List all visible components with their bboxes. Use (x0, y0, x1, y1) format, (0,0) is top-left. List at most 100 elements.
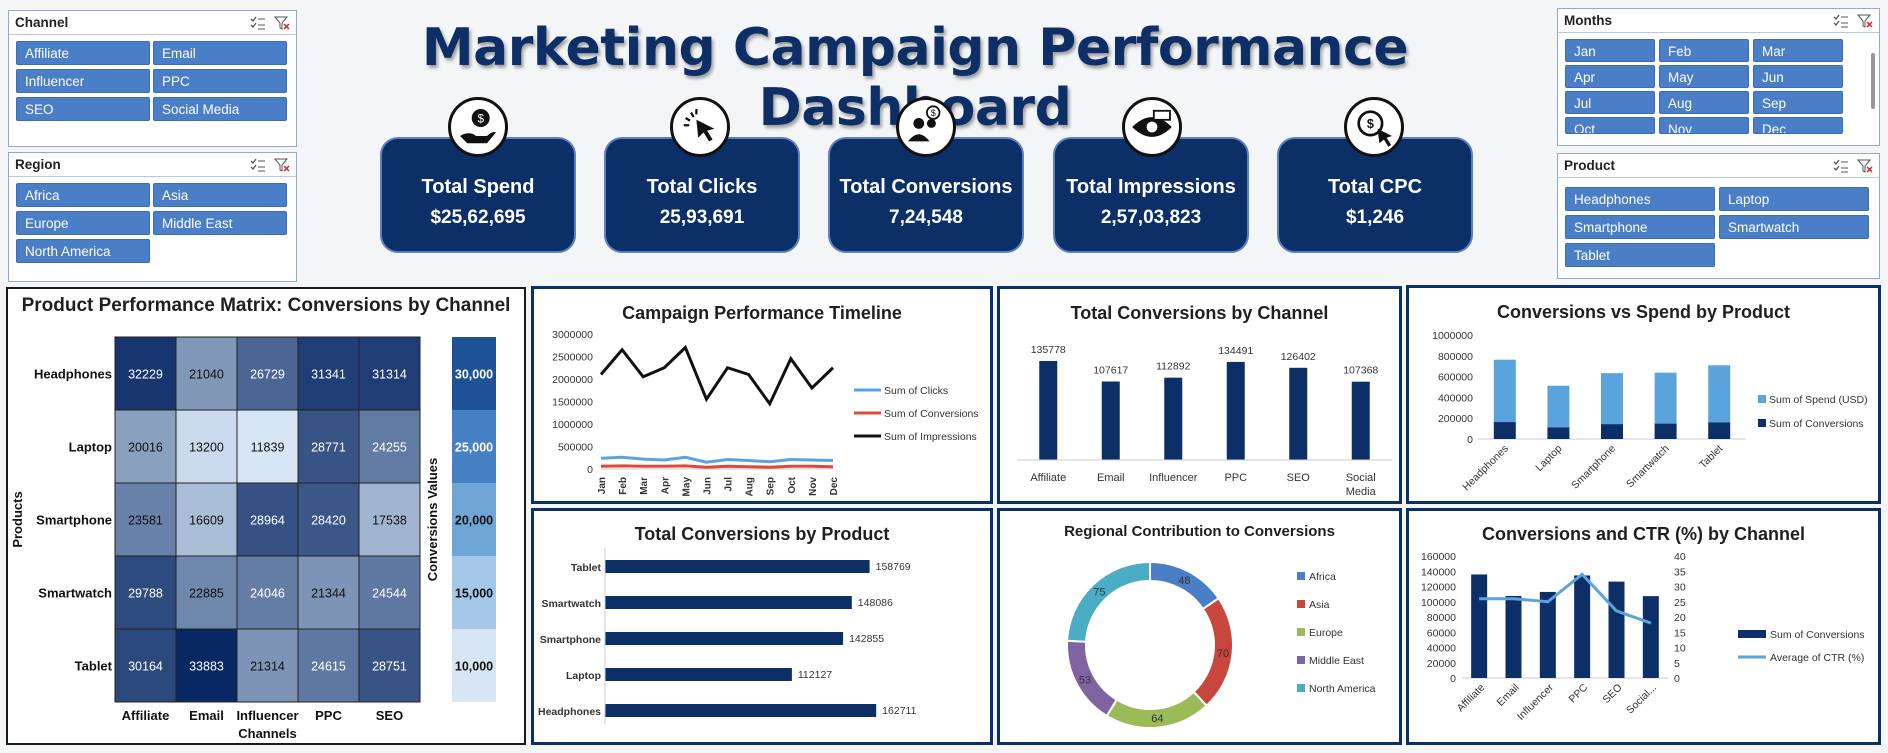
data-label: 107368 (1343, 365, 1378, 377)
cell-value: 24615 (311, 660, 346, 674)
slicer-item-headphones[interactable]: Headphones (1565, 187, 1715, 211)
scrollbar[interactable] (1871, 53, 1875, 109)
cell-value: 32229 (128, 368, 163, 382)
y-tick: 2000000 (552, 374, 593, 386)
slicer-item-may[interactable]: May (1659, 65, 1749, 88)
y2-tick: 30 (1674, 582, 1686, 594)
slicer-item-nov[interactable]: Nov (1659, 117, 1749, 134)
kpi-value: 2,57,03,823 (1100, 207, 1202, 228)
y2-tick: 35 (1674, 566, 1686, 578)
cell-value: 30164 (128, 660, 163, 674)
cell-value: 20016 (128, 441, 163, 455)
x-tick: May (681, 477, 692, 497)
clear-filter-icon[interactable] (1857, 158, 1873, 174)
slicer-item-tablet[interactable]: Tablet (1565, 243, 1715, 267)
slicer-item-jul[interactable]: Jul (1565, 91, 1655, 114)
legend-swatch (1758, 419, 1766, 427)
col-label: Influencer (236, 708, 298, 723)
heatmap-cell (358, 628, 421, 703)
x-tick: Jan (597, 477, 608, 494)
slicer-item-apr[interactable]: Apr (1565, 65, 1655, 88)
money-hand-icon: $ (448, 97, 508, 157)
data-label: 126402 (1281, 351, 1316, 363)
slicer-item-aug[interactable]: Aug (1659, 91, 1749, 114)
y-tick: 80000 (1427, 612, 1456, 624)
row-label: Smartphone (36, 513, 112, 528)
product-chart: Tablet 158769 Smartwatch 148086 Smartphone 14… (538, 548, 917, 724)
scale-label: 10,000 (455, 660, 493, 674)
heatmap-cell (175, 336, 238, 411)
data-label: 107617 (1093, 365, 1128, 377)
slicer-item-mar[interactable]: Mar (1753, 39, 1843, 62)
series-line (599, 344, 835, 407)
slicer-item-middle-east[interactable]: Middle East (153, 211, 287, 235)
y-tick: Laptop (566, 670, 601, 682)
y-tick: 160000 (1421, 551, 1456, 563)
bar-spend (1601, 373, 1623, 425)
x-tick: Oct (787, 476, 798, 493)
legend-label: North America (1309, 683, 1376, 695)
row-label: Laptop (69, 440, 112, 455)
row-label: Headphones (34, 367, 112, 382)
slicer-item-feb[interactable]: Feb (1659, 39, 1749, 62)
legend-label: Europe (1309, 627, 1343, 639)
cell-value: 17538 (372, 514, 407, 528)
slicer-item-affiliate[interactable]: Affiliate (16, 41, 150, 65)
heatmap-title: Product Performance Matrix: Conversions … (21, 295, 511, 316)
slicer-item-jan[interactable]: Jan (1565, 39, 1655, 62)
row-label: Smartwatch (38, 586, 112, 601)
legend-swatch (1758, 395, 1766, 403)
y2-tick: 40 (1674, 551, 1686, 563)
col-label: Affiliate (122, 708, 170, 723)
clear-filter-icon[interactable] (274, 15, 290, 31)
bar (1642, 596, 1659, 678)
scale-label: 20,000 (455, 514, 493, 528)
cell-value: 31341 (311, 368, 346, 382)
y-tick: Tablet (571, 562, 602, 574)
slicer-item-africa[interactable]: Africa (16, 183, 150, 207)
slicer-item-social-media[interactable]: Social Media (153, 97, 287, 121)
bar (605, 704, 877, 717)
slicer-item-seo[interactable]: SEO (16, 97, 150, 121)
bar (605, 560, 870, 573)
x-tick: Apr (660, 477, 671, 494)
slicer-item-europe[interactable]: Europe (16, 211, 150, 235)
x-tick: Smartphone (1569, 443, 1618, 492)
y2-tick: 20 (1674, 612, 1686, 624)
slicer-item-email[interactable]: Email (153, 41, 287, 65)
scale-swatch (452, 410, 496, 483)
cell-value: 23581 (128, 514, 163, 528)
cell-value: 29788 (128, 587, 163, 601)
multi-select-icon[interactable] (1833, 159, 1849, 173)
slicer-item-ppc[interactable]: PPC (153, 69, 287, 93)
clear-filter-icon[interactable] (274, 157, 290, 173)
slicer-item-influencer[interactable]: Influencer (16, 69, 150, 93)
slicer-header: Months (1558, 9, 1879, 33)
slicer-item-laptop[interactable]: Laptop (1719, 187, 1869, 211)
bar (1289, 367, 1308, 460)
multi-select-icon[interactable] (250, 16, 266, 30)
x-tick: Email (1097, 472, 1125, 484)
heatmap-cell (297, 482, 360, 557)
x-axis-label: Channels (238, 726, 297, 741)
multi-select-icon[interactable] (1833, 14, 1849, 28)
y-tick: Headphones (538, 706, 601, 718)
clear-filter-icon[interactable] (1857, 13, 1873, 29)
slicer-item-asia[interactable]: Asia (153, 183, 287, 207)
slicer-item-jun[interactable]: Jun (1753, 65, 1843, 88)
bar-conversions (1547, 427, 1570, 439)
slicer-item-oct[interactable]: Oct (1565, 117, 1655, 134)
slicer-item-smartwatch[interactable]: Smartwatch (1719, 215, 1869, 239)
y-tick: 100000 (1421, 597, 1456, 609)
svg-text:$: $ (477, 113, 484, 126)
channel-panel: Total Conversions by Channel (997, 286, 1402, 504)
slicer-item-north-america[interactable]: North America (16, 239, 150, 263)
heatmap-cell (175, 409, 238, 484)
multi-select-icon[interactable] (250, 158, 266, 172)
heatmap-cell (114, 482, 177, 557)
slicer-item-smartphone[interactable]: Smartphone (1565, 215, 1715, 239)
slice-label: 75 (1093, 587, 1105, 599)
slice-label: 48 (1178, 575, 1190, 587)
slicer-item-dec[interactable]: Dec (1753, 117, 1843, 134)
slicer-item-sep[interactable]: Sep (1753, 91, 1843, 114)
